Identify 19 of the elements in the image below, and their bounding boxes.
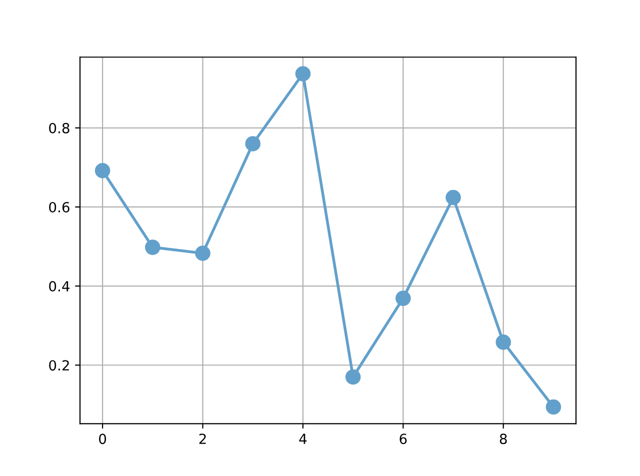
point <box>145 240 160 255</box>
point <box>195 246 210 261</box>
x-tick-label: 0 <box>99 434 106 444</box>
point <box>496 334 511 350</box>
point <box>546 399 562 415</box>
point <box>245 136 260 152</box>
point <box>345 369 361 385</box>
point <box>446 190 461 206</box>
y-tick-label: 0.6 <box>49 202 70 212</box>
x-tick-label: 4 <box>299 434 307 444</box>
x-tick-label: 8 <box>500 434 507 444</box>
x-tick-label: 2 <box>199 434 206 444</box>
point <box>396 290 411 306</box>
x-tick-label: 6 <box>400 434 407 444</box>
y-tick-label: 0.4 <box>49 281 70 292</box>
y-tick-label: 0.2 <box>49 360 69 371</box>
point <box>295 66 311 82</box>
point <box>94 162 110 178</box>
y-tick-label: 0.8 <box>49 122 70 134</box>
